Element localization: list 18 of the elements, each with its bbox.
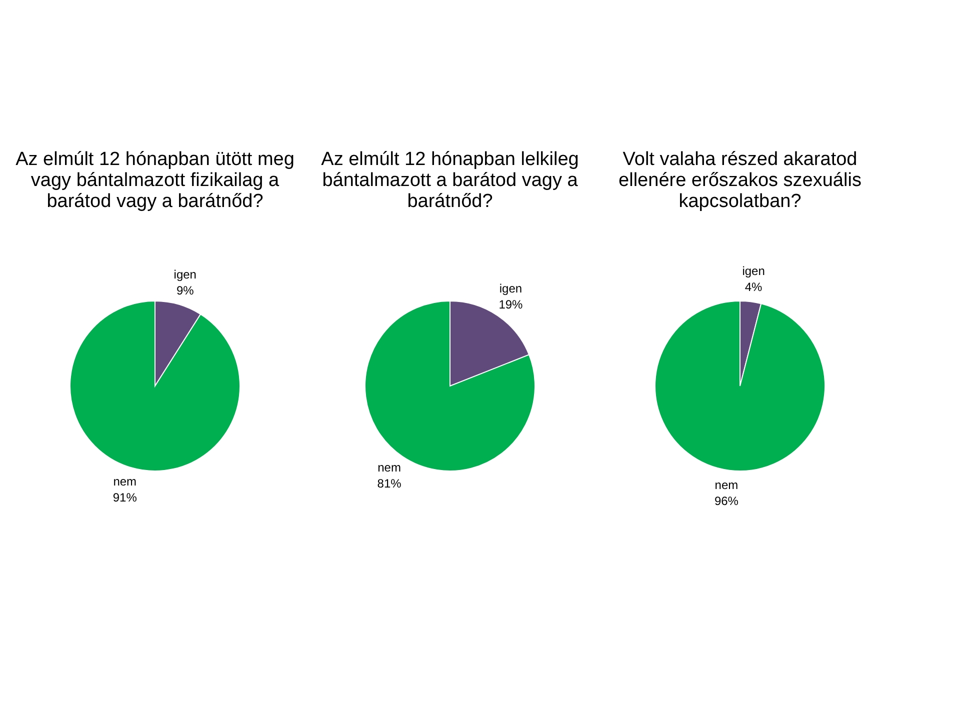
pie-slice [70,300,240,472]
data-label: 4% [744,280,763,294]
chart-title: Volt valaha részed akaratod ellenére erőszakos szexuális kapcsolatban? [618,149,862,212]
chart-title: Az elmúlt 12 hónapban lelkileg bántalmazott a barátod vagy a barátnőd? [321,149,579,212]
chart-title: Az elmúlt 12 hónapban ütött meg vagy bántalmazott fizikailag a barátod vagy a barátnőd? [16,149,294,212]
data-label: 96% [714,494,739,508]
slice-label: igen [742,264,765,278]
slice-label: nem [714,478,738,492]
data-label: 91% [112,490,138,505]
slice-label: igen [174,267,196,282]
data-label: 19% [498,298,524,312]
slice-label: igen [499,282,522,296]
pie-slice [364,300,536,472]
slice-label: nem [378,460,401,474]
pie-slice [654,300,826,472]
slice-label: nem [113,474,137,489]
data-label: 9% [176,283,194,298]
data-label: 81% [377,476,402,490]
